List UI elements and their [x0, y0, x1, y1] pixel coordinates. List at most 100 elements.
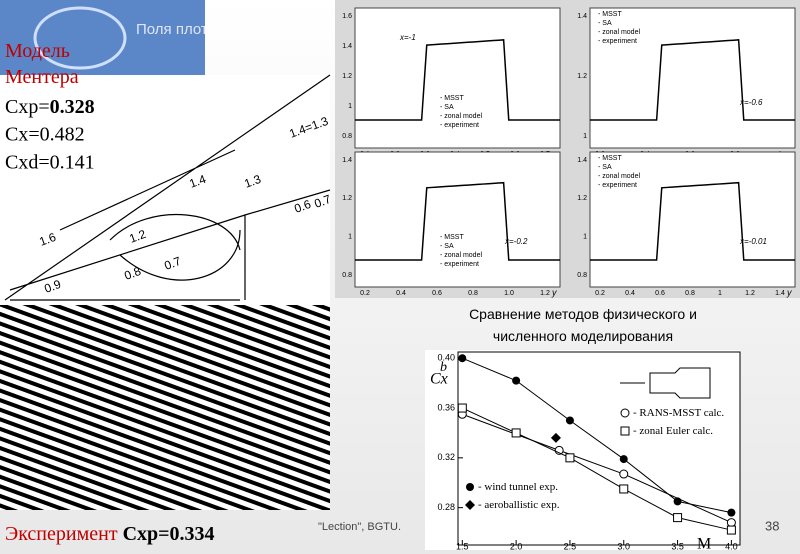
legend-name: wind tunnel exp.: [484, 481, 558, 493]
caption-line: численного моделирования: [493, 328, 673, 344]
cxp-value: 0.328: [50, 96, 95, 118]
model-title-word: Ментера: [5, 66, 79, 88]
contour-label: 1.2: [127, 227, 148, 246]
cxp-label: Cxp=: [5, 96, 50, 118]
marker: [673, 497, 682, 506]
panel-legend: - zonal model: [440, 113, 482, 120]
marker: [511, 428, 521, 438]
panel-xtick: 1.4: [775, 290, 785, 297]
panel-xtick: 0.8: [468, 290, 478, 297]
experiment-text: Эксперимент Cxp=0.334: [5, 523, 215, 545]
panel-legend: - MSST: [598, 11, 622, 18]
panel-xtick: 0.8: [685, 290, 695, 297]
y-tick-label: 0.36: [437, 402, 455, 412]
series-line: [462, 357, 732, 514]
panel-ytick: 1: [348, 103, 352, 110]
y-tick-label: 0.40: [437, 353, 455, 363]
panel-ytick: 1.4: [342, 43, 352, 50]
panel-legend: - SA: [598, 164, 612, 171]
marker: [565, 453, 575, 463]
x-tick-label: 1.5: [456, 541, 469, 551]
y-tick-label: 0.32: [437, 452, 455, 462]
experiment-label: Эксперимент: [5, 523, 123, 545]
x-tick-label: 2.0: [510, 541, 523, 551]
panel-legend: - MSST: [440, 234, 464, 241]
legend-name: RANS-MSST calc.: [639, 407, 724, 419]
plot-frame: [457, 351, 741, 546]
contour-label: 0.7: [162, 254, 183, 273]
legend-name: aeroballistic exp.: [484, 499, 559, 511]
x-tick-label: 3.0: [617, 541, 630, 551]
panel-xtick: 0.6: [432, 290, 442, 297]
contour-label: 0.8: [122, 264, 143, 283]
panel-xtick: 0.4: [396, 290, 406, 297]
contour-label: 1.4: [187, 172, 208, 191]
panel-curve: [590, 181, 795, 261]
panel-legend: - SA: [440, 243, 454, 250]
cxp-text: Cxp=0.328: [5, 96, 95, 118]
marker: [565, 416, 574, 425]
contour-lines: [4, 74, 331, 301]
marker: [550, 432, 561, 443]
cx-chart-bg: [425, 350, 740, 550]
body-sketch: [620, 367, 711, 399]
panel-ytick: 0.8: [342, 272, 352, 279]
experiment-value: Cxp=0.334: [123, 523, 215, 545]
panel-curve: [355, 181, 560, 261]
panel-ytick: 1: [583, 234, 587, 241]
legend-label: - RANS-MSST calc.: [633, 407, 724, 419]
panel-frame: [589, 7, 796, 149]
panel-legend: - MSST: [598, 155, 622, 162]
caption-line: Сравнение методов физического и: [469, 306, 697, 322]
footer: "Lection", BGTU.: [318, 521, 401, 533]
y-tick-label: 0.28: [437, 502, 455, 512]
panel-frame: [589, 151, 796, 288]
series-line: [462, 407, 732, 531]
panel-legend: - zonal model: [440, 252, 482, 259]
x-tick-label: 2.5: [564, 541, 577, 551]
panel-ytick: 0.8: [577, 272, 587, 279]
contour-label: 0.9: [42, 277, 63, 296]
contour-label: 1.6: [37, 230, 58, 249]
legend-label: - aeroballistic exp.: [478, 499, 560, 511]
panel-legend: - zonal model: [598, 29, 640, 36]
overlay-title: Поля плотности M=2.35: [136, 21, 302, 38]
page-number: 38: [765, 518, 779, 533]
panel-ytick: 1.4: [577, 157, 587, 164]
panel-legend: - experiment: [440, 261, 479, 268]
panel-position: x=-0.01: [739, 237, 767, 246]
panel-curve: [590, 39, 795, 121]
panel-xtick: 1: [718, 290, 722, 297]
panel-xtick: 0.6: [655, 290, 665, 297]
stripes-image: [0, 305, 330, 510]
model-title-word: Модель: [5, 40, 70, 62]
panel-ytick: 1.4: [577, 13, 587, 20]
legend-marker: [620, 408, 630, 418]
panel-xtick: 0.2: [595, 290, 605, 297]
x-tick-label: 4.0: [725, 541, 738, 551]
caption: Сравнение методов физического и численног…: [469, 306, 697, 344]
panel-xtick: 1.0: [504, 290, 514, 297]
legend-marker: [466, 483, 474, 491]
marker: [457, 403, 467, 413]
model-title: Модель Ментера: [5, 40, 79, 88]
panel-xtick: 0.4: [625, 290, 635, 297]
y-axis-label: Cx: [430, 371, 448, 388]
marker: [619, 469, 629, 479]
panel-legend: - zonal model: [598, 173, 640, 180]
legend-marker: [620, 426, 630, 436]
panel-ytick: 1: [583, 133, 587, 140]
marker: [512, 376, 521, 385]
panel-ytick: 1.2: [577, 195, 587, 202]
cxd-text: Cxd=0.141: [5, 152, 95, 174]
panel-position: x=-1: [399, 33, 416, 42]
panel-ytick: 0.8: [342, 133, 352, 140]
panel-xlabel: y: [786, 287, 792, 297]
panel-legend: - MSST: [440, 95, 464, 102]
panel-legend: - experiment: [598, 38, 637, 45]
logo: [33, 6, 127, 70]
panel-legend: - SA: [598, 20, 612, 27]
panel-xtick: 0.2: [360, 290, 370, 297]
panel-xlabel: y: [551, 287, 557, 297]
